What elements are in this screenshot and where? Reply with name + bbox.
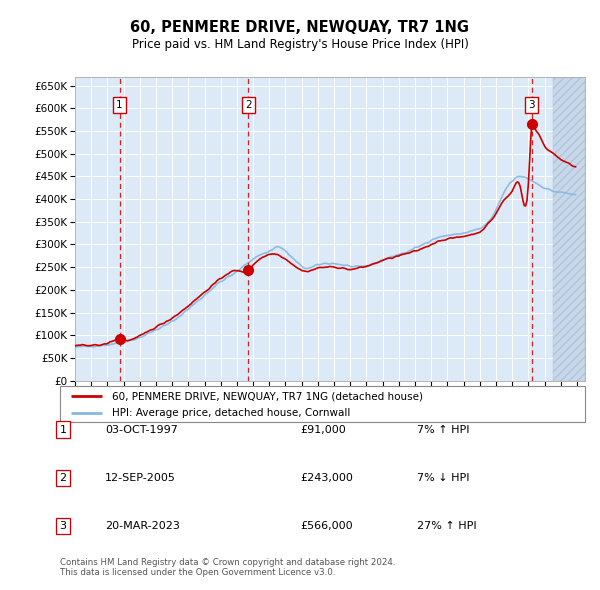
Text: 3: 3: [529, 100, 535, 110]
Text: Contains HM Land Registry data © Crown copyright and database right 2024.
This d: Contains HM Land Registry data © Crown c…: [60, 558, 395, 577]
Text: 12-SEP-2005: 12-SEP-2005: [105, 473, 176, 483]
Text: 03-OCT-1997: 03-OCT-1997: [105, 425, 178, 434]
Text: 27% ↑ HPI: 27% ↑ HPI: [417, 522, 476, 531]
Text: 60, PENMERE DRIVE, NEWQUAY, TR7 1NG: 60, PENMERE DRIVE, NEWQUAY, TR7 1NG: [131, 19, 470, 35]
Text: £566,000: £566,000: [300, 522, 353, 531]
Text: 7% ↓ HPI: 7% ↓ HPI: [417, 473, 469, 483]
Text: 7% ↑ HPI: 7% ↑ HPI: [417, 425, 469, 434]
Text: £91,000: £91,000: [300, 425, 346, 434]
Text: 20-MAR-2023: 20-MAR-2023: [105, 522, 180, 531]
FancyBboxPatch shape: [60, 386, 585, 422]
Text: 60, PENMERE DRIVE, NEWQUAY, TR7 1NG (detached house): 60, PENMERE DRIVE, NEWQUAY, TR7 1NG (det…: [113, 391, 424, 401]
Text: 3: 3: [59, 522, 67, 531]
Text: 2: 2: [59, 473, 67, 483]
Text: £243,000: £243,000: [300, 473, 353, 483]
Text: 1: 1: [116, 100, 123, 110]
Text: 2: 2: [245, 100, 251, 110]
Text: Price paid vs. HM Land Registry's House Price Index (HPI): Price paid vs. HM Land Registry's House …: [131, 38, 469, 51]
Text: HPI: Average price, detached house, Cornwall: HPI: Average price, detached house, Corn…: [113, 408, 351, 418]
Text: 1: 1: [59, 425, 67, 434]
